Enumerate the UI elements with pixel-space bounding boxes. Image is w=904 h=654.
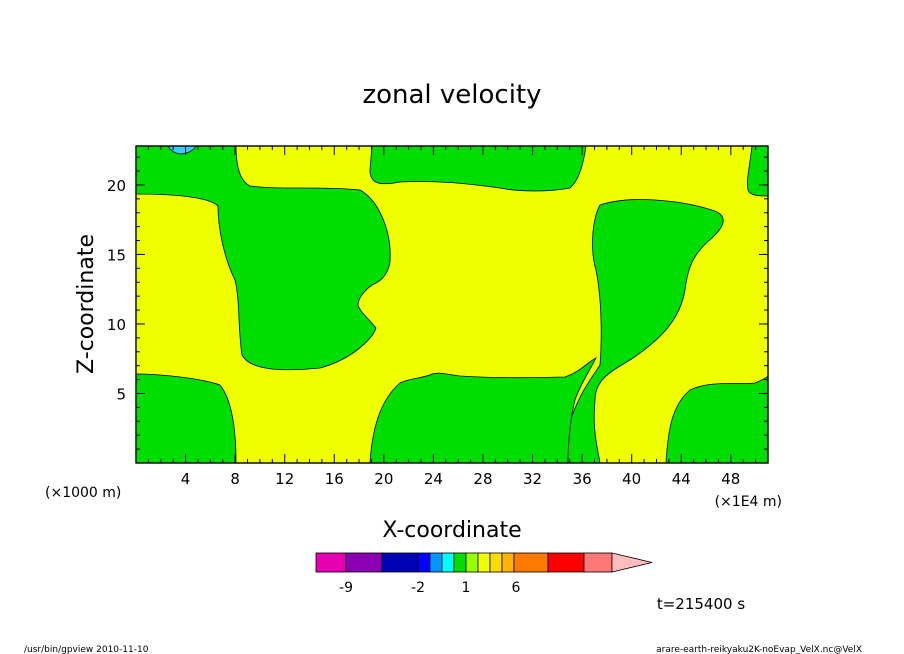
colorbar-swatch [477, 552, 491, 573]
green-region-bottom-middle [369, 357, 597, 464]
colorbar-swatch [315, 552, 347, 573]
colorbar-swatch [501, 552, 515, 573]
green-region-top-left [135, 145, 391, 371]
green-region-top-middle [369, 145, 587, 192]
y-tick-label: 20 [107, 177, 126, 195]
colorbar-label: -2 [411, 580, 425, 596]
cyan-region-top [167, 145, 197, 155]
colorbar-swatch [547, 552, 585, 573]
green-region-bottom-right [665, 375, 769, 464]
colorbar [315, 552, 653, 573]
colorbar-swatch [381, 552, 419, 573]
x-tick-label: 24 [424, 470, 443, 488]
plot-area [135, 145, 769, 464]
x-tick-label: 40 [622, 470, 641, 488]
green-sliver-right-edge [747, 145, 769, 197]
x-tick-label: 8 [230, 470, 240, 488]
footer-left: /usr/bin/gpview 2010-11-10 [24, 645, 149, 654]
x-tick-label: 36 [573, 470, 592, 488]
colorbar-labels: -9 -2 1 6 [339, 580, 521, 596]
x-axis-label: X-coordinate [382, 518, 521, 543]
y-tick-label: 5 [116, 385, 126, 403]
plot-frame [135, 145, 769, 464]
colorbar-swatch [345, 552, 383, 573]
colorbar-label: -9 [339, 580, 353, 596]
x-tick-labels: 4 8 12 16 20 24 28 32 36 40 44 48 [181, 470, 741, 488]
colorbar-swatch [441, 552, 455, 573]
y-tick-labels: 5 10 15 20 [107, 177, 126, 404]
axis-ticks [136, 146, 768, 463]
x-tick-label: 32 [523, 470, 542, 488]
time-label: t=215400 s [657, 595, 745, 613]
y-axis-label: Z-coordinate [74, 234, 99, 374]
x-tick-label: 16 [325, 470, 344, 488]
colorbar-swatch [583, 552, 613, 573]
colorbar-label: 1 [462, 580, 471, 596]
colorbar-swatch [513, 552, 549, 573]
colorbar-swatch [489, 552, 503, 573]
x-tick-label: 28 [473, 470, 492, 488]
x-tick-label: 48 [721, 470, 740, 488]
footer-right: arare-earth-reikyaku2K-noEvap_VelX.nc@Ve… [656, 645, 862, 654]
colorbar-label: 6 [512, 580, 521, 596]
y-tick-label: 10 [107, 316, 126, 334]
colorbar-swatch [429, 552, 443, 573]
x-tick-label: 20 [374, 470, 393, 488]
x-tick-label: 12 [275, 470, 294, 488]
colorbar-swatch [417, 552, 431, 573]
green-region-right [567, 199, 724, 464]
y-tick-label: 15 [107, 246, 126, 264]
chart-title: zonal velocity [362, 80, 541, 110]
colorbar-swatch [465, 552, 479, 573]
x-tick-label: 4 [181, 470, 191, 488]
colorbar-overflow-triangle [611, 552, 653, 573]
x-tick-label: 44 [672, 470, 691, 488]
x-unit-left: (×1000 m) [45, 485, 121, 501]
green-region-bottom-left [135, 373, 237, 464]
x-unit-right: (×1E4 m) [715, 494, 782, 510]
colorbar-swatch [453, 552, 467, 573]
